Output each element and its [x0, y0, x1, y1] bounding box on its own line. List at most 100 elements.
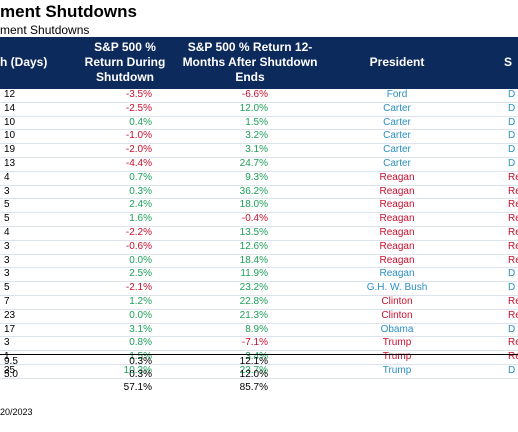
party-cell: D	[508, 364, 516, 376]
return-after-cell: 18.4%	[239, 254, 268, 266]
party-cell: Re	[508, 240, 518, 252]
table-row: 13 -4.4% 24.7% Carter D	[0, 158, 518, 172]
return-after-cell: -6.6%	[241, 89, 268, 100]
table-row: 4 0.7% 9.3% Reagan Re	[0, 172, 518, 186]
length-cell: 4	[4, 226, 10, 238]
return-during-cell: 0.0%	[129, 254, 152, 266]
header-party: S	[504, 55, 513, 69]
party-cell: Re	[508, 226, 518, 238]
return-during-cell: 0.7%	[129, 171, 152, 183]
party-cell: D	[508, 130, 516, 142]
return-after-cell: 11.9%	[240, 268, 268, 280]
return-during-cell: 10.3%	[123, 364, 152, 376]
party-cell: D	[508, 157, 516, 169]
table-row: 5 1.6% -0.4% Reagan Re	[0, 213, 518, 227]
summary-return-after-cell: 85.7%	[239, 382, 268, 393]
table-row: 3 0.3% 36.2% Reagan Re	[0, 186, 518, 200]
summary-return-during-cell: 0.3%	[129, 356, 152, 367]
president-cell: Reagan	[379, 171, 415, 183]
president-cell: Obama	[380, 323, 414, 335]
return-after-cell: 9.3%	[245, 171, 268, 183]
summary-return-during-cell: 0.3%	[129, 369, 152, 380]
report-title: ment Shutdowns	[0, 2, 137, 21]
report-subtitle: ment Shutdowns	[0, 23, 90, 37]
return-during-cell: -2.1%	[125, 282, 152, 294]
header-president: President	[369, 55, 425, 69]
return-during-cell: -2.5%	[125, 102, 152, 114]
header-return-after-line1: S&P 500 % Return 12-	[187, 40, 313, 54]
length-cell: 5	[4, 213, 10, 225]
president-cell: Reagan	[379, 185, 415, 197]
length-cell: 10	[4, 130, 16, 142]
party-cell: Re	[508, 295, 518, 307]
return-after-cell: -0.4%	[241, 213, 268, 225]
party-cell: Re	[508, 171, 518, 183]
president-cell: Trump	[382, 364, 412, 376]
length-cell: 7	[4, 295, 10, 307]
president-cell: Reagan	[379, 199, 415, 211]
president-cell: Trump	[382, 337, 412, 349]
return-during-cell: -2.0%	[125, 144, 152, 156]
length-cell: 3	[4, 268, 10, 280]
president-cell: Carter	[383, 102, 411, 114]
president-cell: Reagan	[379, 254, 415, 266]
return-after-cell: 24.7%	[239, 157, 268, 169]
summary-row: 9.5 0.3% 12.1%	[0, 354, 518, 368]
return-after-cell: 23.2%	[239, 282, 268, 294]
header-return-during-line2: Return During	[84, 55, 166, 69]
length-cell: 13	[4, 157, 16, 169]
return-during-cell: -3.5%	[125, 89, 152, 100]
table-row: 3 0.0% 18.4% Reagan Re	[0, 255, 518, 269]
return-during-cell: 1.5%	[129, 351, 152, 363]
president-cell: Reagan	[379, 226, 415, 238]
summary-return-after-cell: 12.1%	[239, 356, 268, 367]
party-cell: Re	[508, 199, 518, 211]
president-cell: Reagan	[379, 268, 415, 280]
table-row: 7 1.2% 22.8% Clinton Re	[0, 296, 518, 310]
length-cell: 3	[4, 240, 10, 252]
header-length: h (Days)	[0, 55, 48, 69]
length-cell: 3	[4, 254, 10, 266]
return-after-cell: 23.7%	[239, 364, 268, 376]
president-cell: Carter	[383, 144, 411, 156]
return-after-cell: 12.6%	[239, 240, 268, 252]
header-return-after-line2: Months After Shutdown	[182, 55, 318, 69]
length-cell: 14	[4, 102, 16, 114]
length-cell: 4	[4, 171, 10, 183]
return-during-cell: 0.0%	[129, 309, 152, 321]
party-cell: D	[508, 116, 516, 128]
table-row: 17 3.1% 8.9% Obama D	[0, 324, 518, 338]
president-cell: Reagan	[379, 240, 415, 252]
length-cell: 10	[4, 116, 16, 128]
length-cell: 1	[4, 351, 10, 363]
return-after-cell: 12.0%	[239, 102, 268, 114]
president-cell: Clinton	[381, 309, 413, 321]
party-cell: Re	[508, 351, 518, 363]
table-row: 3 2.5% 11.9% Reagan D	[0, 268, 518, 283]
return-after-cell: 3.4%	[245, 351, 268, 363]
party-cell: Re	[508, 254, 518, 266]
return-after-cell: 8.9%	[245, 323, 268, 335]
header-return-during: S&P 500 % Return During Shutdown	[70, 40, 180, 85]
table-row: 10 -1.0% 3.2% Carter D	[0, 130, 518, 145]
header-return-after-line3: Ends	[235, 70, 265, 84]
party-cell: Re	[508, 185, 518, 197]
return-during-cell: -2.2%	[125, 226, 152, 238]
return-after-cell: 3.2%	[245, 130, 268, 142]
length-cell: 3	[4, 337, 10, 349]
return-during-cell: 3.1%	[129, 323, 152, 335]
length-cell: 5	[4, 282, 10, 294]
party-cell: Re	[508, 309, 518, 321]
president-cell: Clinton	[381, 295, 413, 307]
header-return-during-line3: Shutdown	[96, 70, 154, 84]
summary-return-after-cell: 12.0%	[239, 369, 268, 380]
summary-length-cell: 5.0	[4, 369, 18, 380]
return-during-cell: 0.4%	[129, 116, 152, 128]
length-cell: 3	[4, 185, 10, 197]
return-during-cell: -1.0%	[125, 130, 152, 142]
president-cell: Trump	[382, 351, 412, 363]
return-during-cell: 1.6%	[129, 213, 152, 225]
summary-row: 5.0 0.3% 12.0%	[0, 368, 518, 381]
return-during-cell: 2.5%	[129, 268, 152, 280]
return-after-cell: -7.1%	[241, 337, 268, 349]
